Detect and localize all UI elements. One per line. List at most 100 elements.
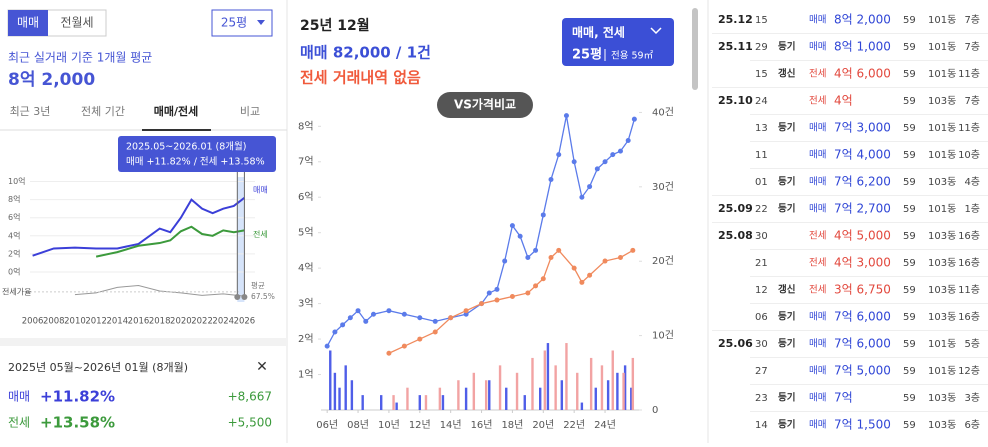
price-point <box>509 294 515 300</box>
price-point <box>617 148 623 154</box>
row-price: 8억 1,000 <box>834 40 891 54</box>
row-floor: 11층 <box>958 68 980 80</box>
row-dong: 101동 <box>928 203 956 215</box>
size-select-label: 25평 <box>221 16 247 30</box>
row-floor: 16층 <box>958 230 980 242</box>
row-day: 30 <box>755 231 768 242</box>
volume-bar <box>565 343 568 410</box>
filter-box[interactable] <box>562 18 674 66</box>
price-point <box>587 184 593 190</box>
row-price: 7억 <box>834 391 853 405</box>
dropdown-arrow <box>257 20 265 25</box>
price-point <box>355 308 361 314</box>
summary-change: +13.58% <box>40 414 115 432</box>
volume-bar <box>505 387 508 410</box>
filter-area: 전용 59㎡ <box>611 51 654 62</box>
row-tag: 갱신 <box>778 284 795 296</box>
price-point <box>610 152 616 158</box>
avg-price: 8억 2,000 <box>8 70 95 90</box>
x-tick-label: 24년 <box>594 419 616 431</box>
row-price: 7억 1,500 <box>834 418 891 432</box>
price-point <box>463 308 469 314</box>
row-dong: 103동 <box>928 311 956 323</box>
row-floor: 7층 <box>964 95 980 107</box>
row-dong: 101동 <box>928 122 956 134</box>
volume-bar <box>380 395 383 410</box>
price-point <box>479 301 485 307</box>
row-price: 4억 <box>834 94 853 108</box>
x-tick-label: 2022 <box>191 317 213 327</box>
row-area: 59 <box>903 366 916 377</box>
toggle-option: 매매 <box>17 16 39 30</box>
volume-bar <box>406 387 409 410</box>
row-tag: 등기 <box>778 122 795 134</box>
row-dong: 103동 <box>928 95 956 107</box>
row-kind: 매매 <box>809 177 826 188</box>
row-area: 59 <box>903 150 916 161</box>
x-tick-label: 10년 <box>378 419 400 431</box>
x-tick-label: 12년 <box>409 419 431 431</box>
row-tag: 등기 <box>778 338 795 350</box>
x-tick-label: 2018 <box>149 317 171 327</box>
row-day: 01 <box>755 177 768 188</box>
ratio-average-value: 67.5% <box>251 292 275 301</box>
price-point <box>525 290 531 296</box>
row-tag: 등기 <box>778 392 795 404</box>
row-area: 59 <box>903 177 916 188</box>
volume-bar <box>395 402 398 410</box>
row-price: 7억 6,000 <box>834 337 891 351</box>
row-kind: 매매 <box>809 339 826 350</box>
row-day: 15 <box>755 15 768 26</box>
tooltip-text: 매매 +11.82% / 전세 +13.58% <box>126 157 265 168</box>
row-day: 21 <box>755 258 768 269</box>
price-point <box>602 258 608 264</box>
price-point <box>556 247 562 253</box>
price-point <box>494 297 500 303</box>
y-tick-label: 3억 <box>298 298 314 310</box>
volume-bar <box>338 387 341 410</box>
price-point <box>401 343 407 349</box>
compare-button[interactable] <box>437 92 533 118</box>
row-floor: 1층 <box>964 203 980 215</box>
row-floor: 12층 <box>958 365 980 377</box>
volume-bar <box>554 365 557 410</box>
price-point <box>401 311 407 317</box>
row-floor: 11층 <box>958 122 980 134</box>
filter-kind: 매매, 전세 <box>572 25 625 40</box>
row-price: 7억 6,200 <box>834 175 891 189</box>
toggle-active[interactable] <box>8 10 48 36</box>
row-floor: 7층 <box>964 14 980 26</box>
row-floor: 4층 <box>964 176 980 188</box>
row-area: 59 <box>903 42 916 53</box>
price-point <box>448 315 454 321</box>
price-point <box>548 255 554 260</box>
row-area: 59 <box>903 420 916 431</box>
price-point <box>533 247 539 253</box>
row-dong: 101동 <box>928 68 956 80</box>
price-point <box>540 276 546 282</box>
tooltip <box>118 136 276 172</box>
price-point <box>587 272 593 278</box>
volume-bar <box>589 357 593 410</box>
row-floor: 16층 <box>958 311 980 323</box>
row-dong: 103동 <box>928 419 956 431</box>
y-tick-label: 1억 <box>298 369 314 381</box>
row-price: 3억 6,750 <box>834 283 891 297</box>
row-price: 4억 6,000 <box>834 67 891 81</box>
row-price: 7억 6,000 <box>834 310 891 324</box>
avg-label: 최근 실거래 기준 1개월 평균 <box>8 51 152 65</box>
row-kind: 매매 <box>809 366 826 377</box>
price-point <box>540 212 546 218</box>
price-point <box>347 315 353 321</box>
price-point <box>525 255 531 260</box>
price-point <box>548 176 554 182</box>
tab: 비교 <box>240 105 260 118</box>
tab: 전체 기간 <box>81 105 125 118</box>
volume-bar <box>594 387 597 410</box>
y2-tick-label: 10건 <box>652 330 674 342</box>
y-tick-label: 7억 <box>298 156 314 168</box>
close-button[interactable]: ✕ <box>256 359 268 375</box>
tab: 매매/전세 <box>154 104 199 118</box>
scrollbar[interactable] <box>692 8 698 90</box>
